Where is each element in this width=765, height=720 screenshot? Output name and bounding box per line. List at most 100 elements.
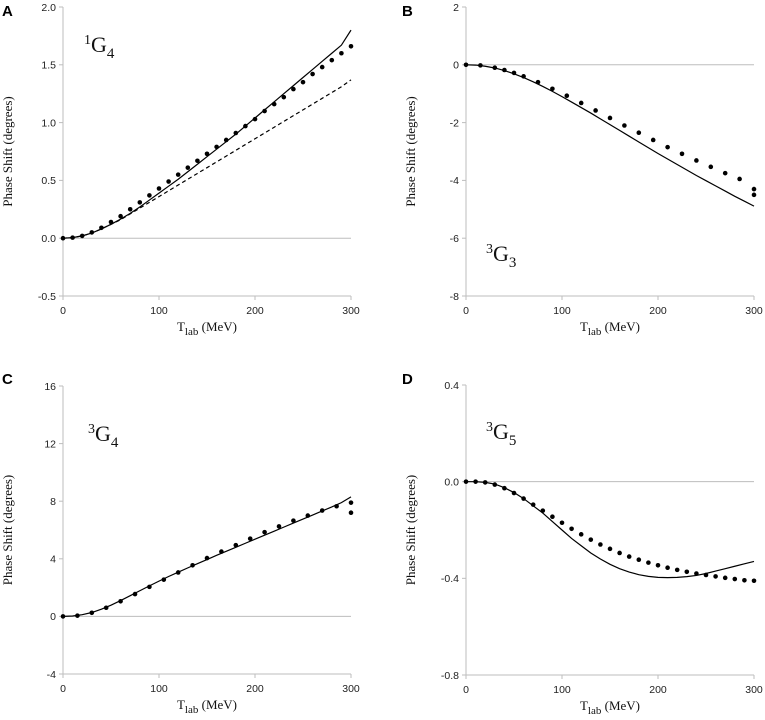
data-point <box>569 526 574 532</box>
data-point <box>742 577 747 583</box>
data-point <box>271 101 277 107</box>
data-point <box>70 235 75 240</box>
data-point <box>276 524 282 529</box>
x-tick-label: 0 <box>60 683 66 695</box>
panel-d: -0.8 -0.4 0.0 0.4 0 100 200 300 Phase Shift (deg… <box>402 371 763 717</box>
x-tick-label: 200 <box>246 305 264 317</box>
data-point <box>492 65 498 70</box>
wave-label: 3G5 <box>486 419 516 449</box>
data-point <box>511 490 517 496</box>
data-point <box>646 560 651 565</box>
data-point <box>300 79 306 85</box>
y-tick-label: -8 <box>450 291 459 303</box>
panel-letter: C <box>2 371 13 388</box>
data-point <box>175 570 181 575</box>
data-point <box>626 554 632 559</box>
data-point <box>99 225 104 231</box>
data-point <box>463 479 469 484</box>
data-point <box>722 575 728 581</box>
y-tick-label: 1.5 <box>41 60 56 72</box>
data-point <box>502 485 507 491</box>
x-axis-title-main: T <box>580 319 588 334</box>
data-point <box>593 108 598 113</box>
data-point <box>478 63 483 68</box>
wave-label: 3G4 <box>88 421 119 451</box>
data-point <box>118 598 123 604</box>
data-point <box>722 170 728 176</box>
data-point <box>559 520 565 526</box>
data-point <box>737 176 742 182</box>
data-point <box>214 144 219 150</box>
y-axis-title: Phase Shift (degrees) <box>0 96 15 206</box>
data-point <box>492 482 498 487</box>
data-point <box>75 613 80 618</box>
data-point <box>310 71 315 77</box>
data-point <box>185 165 191 170</box>
y-tick-label: 2 <box>453 2 459 14</box>
y-tick-label: 0.5 <box>41 175 56 187</box>
x-axis-title-sub: lab <box>185 326 199 338</box>
solid-series-line <box>466 481 755 579</box>
y-axis-title: Phase Shift (degrees) <box>403 96 418 206</box>
data-point <box>223 137 229 143</box>
data-point <box>233 130 239 136</box>
panel-letter: D <box>402 371 413 388</box>
data-point <box>190 562 195 568</box>
wave-label-sup: 3 <box>486 242 493 257</box>
x-axis-title: Tlab (MeV) <box>177 697 237 716</box>
data-point <box>305 513 311 518</box>
data-point <box>291 86 296 92</box>
y-axis-title: Phase Shift (degrees) <box>0 475 15 585</box>
x-tick-label: 100 <box>553 305 571 317</box>
x-tick-label: 100 <box>150 683 168 695</box>
y-tick-label: 4 <box>50 554 56 566</box>
data-point <box>147 584 152 590</box>
data-point <box>674 567 680 573</box>
x-tick-label: 0 <box>463 305 469 317</box>
data-point <box>291 518 296 523</box>
data-point <box>521 496 526 501</box>
data-point <box>708 164 714 170</box>
y-tick-label: 0.0 <box>444 476 459 488</box>
data-point <box>79 233 85 239</box>
x-axis-title-unit: (MeV) <box>198 697 237 712</box>
data-point <box>89 230 95 235</box>
panel-c: -4 0 4 8 12 16 0 100 200 300 Phase Shift (degrees)… <box>0 371 360 716</box>
data-point <box>348 44 354 49</box>
data-point <box>137 200 143 205</box>
wave-label-sub: 4 <box>107 46 115 62</box>
data-point <box>598 542 603 547</box>
data-point <box>665 144 670 150</box>
data-point <box>89 610 95 616</box>
panel-a: -0.5 0.0 0.5 1.0 1.5 2.0 0 100 200 300 Phase Shift… <box>0 2 360 338</box>
data-point <box>751 192 757 198</box>
data-point <box>636 130 642 136</box>
x-tick-label: 300 <box>342 305 360 317</box>
data-point <box>60 614 66 619</box>
x-axis-title: Tlab (MeV) <box>177 319 237 338</box>
data-point <box>679 151 685 157</box>
data-point <box>665 565 670 570</box>
data-point <box>262 108 267 114</box>
data-point <box>252 116 258 122</box>
wave-label-sub: 3 <box>509 255 517 271</box>
data-point <box>607 115 613 121</box>
data-point <box>540 508 546 513</box>
wave-label-sub: 4 <box>111 435 119 451</box>
y-tick-label: 0 <box>453 60 459 72</box>
y-tick-label: 8 <box>50 496 56 508</box>
x-axis-title-sub: lab <box>588 705 602 717</box>
data-point <box>108 219 114 225</box>
x-axis-title-unit: (MeV) <box>198 319 237 334</box>
wave-label-sup: 3 <box>486 420 493 435</box>
data-point <box>694 571 699 576</box>
data-point <box>703 572 709 578</box>
data-point <box>578 100 584 106</box>
x-axis-title-sub: lab <box>185 704 199 716</box>
data-point <box>684 569 690 575</box>
x-axis-title-unit: (MeV) <box>601 698 640 713</box>
data-point <box>166 179 171 184</box>
data-point <box>132 591 138 597</box>
data-point <box>243 123 248 129</box>
data-point <box>588 537 594 542</box>
